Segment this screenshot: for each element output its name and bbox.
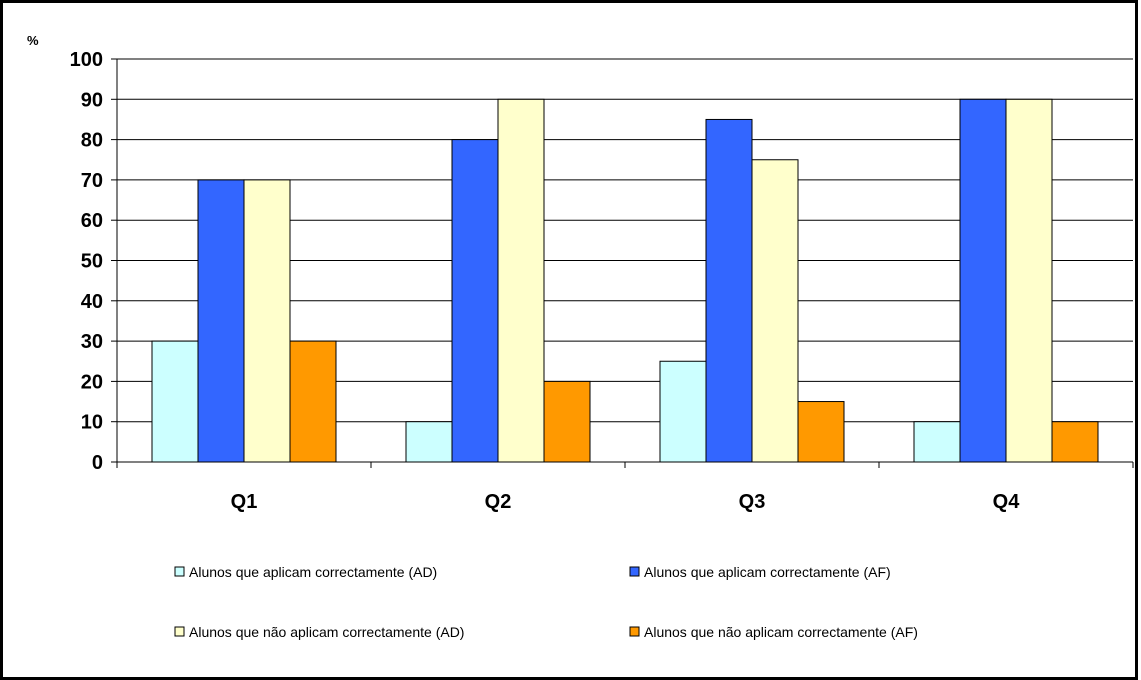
x-axis: Q1 Q2 Q3 Q4 [116, 461, 1134, 513]
legend-label: Alunos que não aplicam correctamente (AF… [644, 624, 918, 640]
legend-swatch [629, 626, 640, 637]
bar-q4-series-2 [959, 98, 1007, 463]
bar-q3-series-1 [659, 360, 707, 463]
legend-label: Alunos que aplicam correctamente (AF) [644, 564, 891, 580]
bar-q4-series-1 [913, 421, 961, 463]
bar-q1-series-1 [151, 340, 199, 463]
legend-label: Alunos que aplicam correctamente (AD) [189, 564, 437, 580]
legend: Alunos que aplicam correctamente (AD) Alu… [174, 564, 918, 640]
y-axis: 0 10 20 30 40 50 60 70 80 90 100% [27, 33, 118, 474]
x-tick-label: Q3 [739, 491, 766, 513]
x-tick-label: Q1 [231, 491, 258, 513]
y-axis-label: % [27, 33, 39, 48]
bar-q2-series-4 [543, 380, 591, 463]
y-tick-label: 50 [81, 251, 103, 273]
legend-swatch [174, 626, 185, 637]
bar-q2-series-2 [451, 139, 499, 463]
y-tick-label: 30 [81, 331, 103, 353]
y-tick-label: 80 [81, 130, 103, 152]
bar-q4-series-3 [1005, 98, 1053, 463]
y-tick-label: 20 [81, 371, 103, 393]
y-tick-label: 90 [81, 89, 103, 111]
legend-swatch [174, 566, 185, 577]
bar-q2-series-1 [405, 421, 453, 463]
legend-label: Alunos que não aplicam correctamente (AD… [189, 624, 464, 640]
bar-q1-series-3 [243, 179, 291, 463]
bar-q1-series-4 [289, 340, 337, 463]
bar-q3-series-4 [797, 401, 845, 463]
x-tick-label: Q2 [485, 491, 512, 513]
legend-swatch [629, 566, 640, 577]
bar-q2-series-3 [497, 98, 545, 463]
bar-q4-series-4 [1051, 421, 1099, 463]
y-tick-label: 100 [70, 49, 103, 71]
bar-q3-series-2 [705, 118, 753, 463]
bars [151, 98, 1099, 463]
y-tick-label: 0 [92, 452, 103, 474]
x-tick-label: Q4 [993, 491, 1021, 513]
bar-q3-series-3 [751, 159, 799, 463]
y-tick-label: 40 [81, 291, 103, 313]
y-tick-label: 70 [81, 170, 103, 192]
y-tick-label: 10 [81, 412, 103, 434]
bar-q1-series-2 [197, 179, 245, 463]
y-tick-label: 60 [81, 210, 103, 232]
